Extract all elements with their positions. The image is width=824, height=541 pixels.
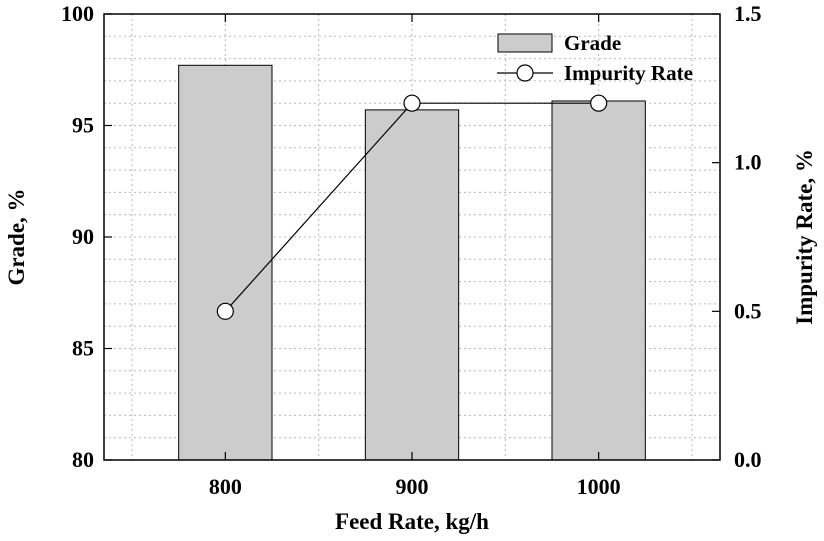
y2-tick-label: 1.5: [734, 1, 762, 26]
legend-swatch-grade: [497, 33, 553, 53]
x-tick-label: 1000: [577, 474, 621, 499]
x-tick-label: 800: [209, 474, 242, 499]
legend: Grade Impurity Rate: [497, 31, 693, 85]
y-tick-label: 85: [72, 336, 94, 361]
y-tick-label: 100: [61, 1, 94, 26]
impurity-point-900: [403, 94, 421, 112]
impurity-line: [216, 94, 608, 320]
impurity-point-800: [216, 302, 234, 320]
grade-bars: [178, 64, 646, 461]
legend-marker-impurity: [516, 64, 534, 82]
y2-tick-label: 0.5: [734, 298, 762, 323]
x-axis-title: Feed Rate, kg/h: [335, 509, 489, 534]
axis-ticks: 80 85 90 95 100 0.0 0.5 1.0 1.5 800 900 1000: [61, 1, 762, 499]
legend-label-impurity: Impurity Rate: [564, 61, 693, 85]
grade-bar-1000: [551, 100, 646, 461]
y2-tick-label: 0.0: [734, 447, 762, 472]
grade-bar-900: [364, 109, 460, 461]
impurity-point-1000: [590, 94, 608, 112]
y-axis-title: Grade, %: [4, 188, 29, 285]
y-tick-label: 95: [72, 113, 94, 138]
legend-label-grade: Grade: [564, 31, 621, 55]
grade-bar-800: [178, 64, 273, 461]
y2-tick-label: 1.0: [734, 150, 762, 175]
y-tick-label: 90: [72, 224, 94, 249]
y-tick-label: 80: [72, 447, 94, 472]
y2-axis-title: Impurity Rate, %: [792, 149, 817, 325]
x-tick-label: 900: [396, 474, 429, 499]
